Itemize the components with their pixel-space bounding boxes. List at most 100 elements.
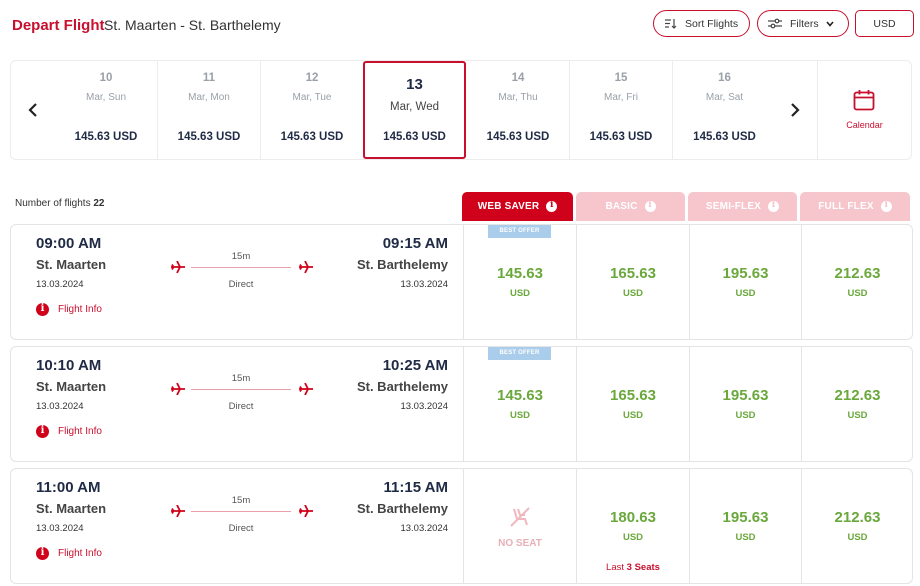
sort-flights-label: Sort Flights <box>685 17 739 30</box>
sort-icon <box>665 19 677 29</box>
fare-option-full-flex[interactable]: 212.63 USD <box>801 347 913 461</box>
flight-stops: Direct <box>228 279 254 290</box>
departure-city: St. Maarten <box>36 379 107 394</box>
fare-option-web-saver[interactable]: BEST OFFER 145.63 USD <box>463 347 576 461</box>
arrival-time: 11:15 AM <box>383 479 448 496</box>
currency-button[interactable]: USD <box>855 10 914 37</box>
departure-time: 09:00 AM <box>36 235 102 252</box>
fare-header-full-flex[interactable]: FULL FLEX <box>800 192 910 221</box>
arrival-time: 09:15 AM <box>382 235 448 252</box>
date-weekday: Mar, Thu <box>498 92 538 103</box>
flight-info-link[interactable]: Flight Info <box>36 303 102 316</box>
fare-price: 212.63 <box>834 387 881 404</box>
fare-currency: USD <box>735 288 756 299</box>
fare-price: 195.63 <box>722 265 769 282</box>
fare-price: 212.63 <box>834 265 881 282</box>
date-option[interactable]: 10 Mar, Sun 145.63 USD <box>55 61 158 159</box>
flight-details: 11:00 AM St. Maarten 13.03.2024 15m Dire… <box>11 469 463 583</box>
date-day: 16 <box>718 72 731 84</box>
flight-count: Number of flights 22 <box>15 198 105 209</box>
next-dates-button[interactable] <box>773 61 817 159</box>
date-price: 145.63 USD <box>280 131 344 143</box>
no-seat-label: NO SEAT <box>498 538 542 549</box>
date-price: 145.63 USD <box>693 131 756 143</box>
info-icon[interactable] <box>546 200 558 212</box>
flight-duration: 15m <box>231 373 251 384</box>
flight-count-value: 22 <box>93 198 105 209</box>
plane-icon <box>171 261 185 273</box>
fare-option-basic[interactable]: 165.63 USD <box>576 347 689 461</box>
arrival-city: St. Barthelemy <box>356 257 448 272</box>
sort-flights-button[interactable]: Sort Flights <box>653 10 750 37</box>
fare-price: 180.63 <box>610 509 656 526</box>
date-option[interactable]: 11 Mar, Mon 145.63 USD <box>158 61 261 159</box>
sliders-icon <box>768 18 782 29</box>
flight-info-label: Flight Info <box>58 548 102 559</box>
filters-button[interactable]: Filters <box>757 10 849 37</box>
chevron-left-icon <box>28 103 37 117</box>
info-icon[interactable] <box>880 200 892 212</box>
fare-option-full-flex[interactable]: 212.63 USD <box>801 225 913 339</box>
route-label: St. Maarten - St. Barthelemy <box>104 17 281 33</box>
fare-option-semi-flex[interactable]: 195.63 USD <box>689 347 801 461</box>
arrival-city: St. Barthelemy <box>356 379 448 394</box>
fare-option-semi-flex[interactable]: 195.63 USD <box>689 225 801 339</box>
date-option[interactable]: 14 Mar, Thu 145.63 USD <box>467 61 570 159</box>
date-price: 145.63 USD <box>589 131 653 143</box>
fare-option-basic[interactable]: 180.63 USD Last 3 Seats <box>576 469 689 583</box>
flight-row: 10:10 AM St. Maarten 13.03.2024 15m Dire… <box>10 346 913 462</box>
info-icon <box>36 425 49 438</box>
date-option-selected[interactable]: 13 Mar, Wed 145.63 USD <box>363 61 466 159</box>
fare-price: 145.63 <box>497 265 543 282</box>
flight-row: 09:00 AM St. Maarten 13.03.2024 15m Dire… <box>10 224 913 340</box>
date-selector: 10 Mar, Sun 145.63 USD 11 Mar, Mon 145.6… <box>10 60 912 160</box>
departure-date: 13.03.2024 <box>36 401 84 412</box>
fare-option-web-saver[interactable]: BEST OFFER 145.63 USD <box>463 225 576 339</box>
last-seats-suffix: Seats <box>634 562 660 573</box>
filters-label: Filters <box>790 17 819 30</box>
flight-info-label: Flight Info <box>58 426 102 437</box>
route-line <box>191 389 291 390</box>
date-option[interactable]: 15 Mar, Fri 145.63 USD <box>570 61 673 159</box>
flight-info-link[interactable]: Flight Info <box>36 547 102 560</box>
fare-header-web-saver[interactable]: WEB SAVER <box>462 192 573 221</box>
flight-stops: Direct <box>228 523 254 534</box>
departure-date: 13.03.2024 <box>36 279 84 290</box>
flight-info-link[interactable]: Flight Info <box>36 425 102 438</box>
currency-label: USD <box>873 17 896 30</box>
departure-date: 13.03.2024 <box>36 523 84 534</box>
fare-currency: USD <box>735 410 756 421</box>
fare-header-basic[interactable]: BASIC <box>576 192 685 221</box>
fare-header-label: BASIC <box>605 201 638 212</box>
date-weekday: Mar, Fri <box>604 92 638 103</box>
last-seats-count: 3 <box>626 562 632 573</box>
info-icon[interactable] <box>644 200 656 212</box>
fare-option-semi-flex[interactable]: 195.63 USD <box>689 469 801 583</box>
fare-currency: USD <box>509 410 531 421</box>
info-icon[interactable] <box>768 200 780 212</box>
date-price: 145.63 USD <box>486 131 550 143</box>
fare-currency: USD <box>622 288 644 299</box>
date-day: 12 <box>305 72 319 84</box>
fare-currency: USD <box>847 532 868 543</box>
arrival-time: 10:25 AM <box>382 357 448 374</box>
fare-option-full-flex[interactable]: 212.63 USD <box>801 469 913 583</box>
route-line <box>191 511 291 512</box>
date-option[interactable]: 12 Mar, Tue 145.63 USD <box>261 61 364 159</box>
date-day: 10 <box>99 72 113 84</box>
fare-price: 212.63 <box>834 509 881 526</box>
previous-dates-button[interactable] <box>11 61 55 159</box>
departure-city: St. Maarten <box>36 257 107 272</box>
arrival-city: St. Barthelemy <box>356 501 448 516</box>
date-option[interactable]: 16 Mar, Sat 145.63 USD <box>673 61 776 159</box>
date-day: 15 <box>614 72 628 84</box>
date-day: 14 <box>511 72 525 84</box>
fare-option-web-saver: NO SEAT <box>463 469 576 583</box>
fare-header-semi-flex[interactable]: SEMI-FLEX <box>688 192 797 221</box>
fare-option-basic[interactable]: 165.63 USD <box>576 225 689 339</box>
calendar-button[interactable]: Calendar <box>817 61 911 159</box>
fare-price: 195.63 <box>722 509 769 526</box>
date-weekday: Mar, Sat <box>705 92 744 103</box>
fare-currency: USD <box>847 288 868 299</box>
arrival-date: 13.03.2024 <box>400 279 448 290</box>
